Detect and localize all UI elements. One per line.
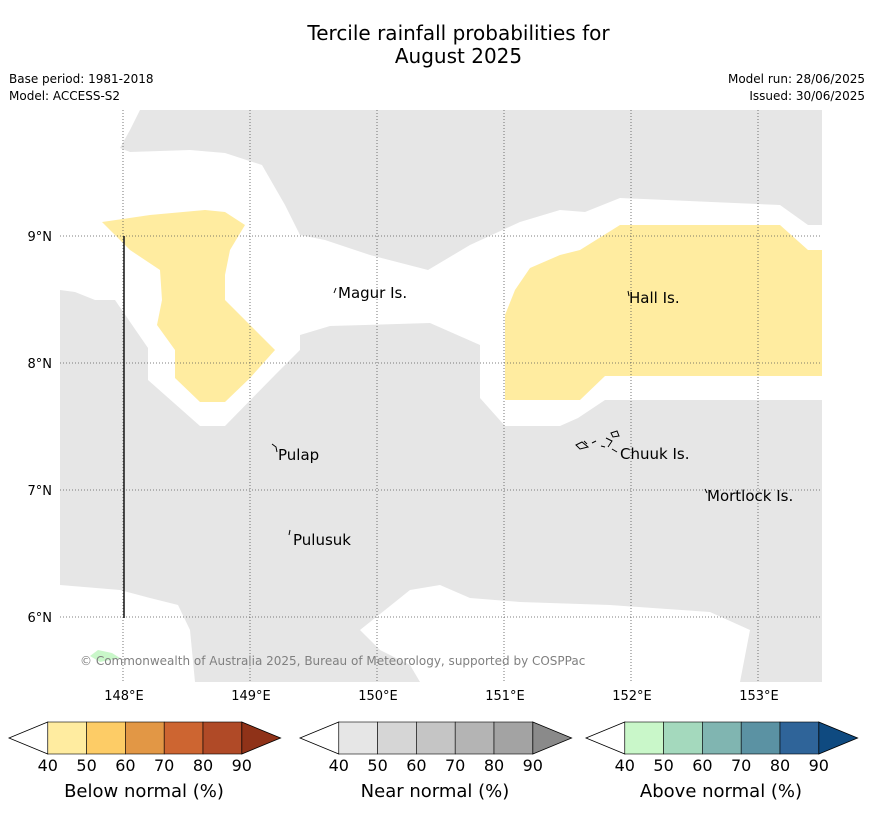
label-pulap: Pulap: [278, 446, 319, 464]
colorbar-tick-label: 70: [154, 756, 175, 775]
chart-title: Tercile rainfall probabilities for Augus…: [0, 22, 873, 68]
colorbar-extend-low: [298, 721, 340, 755]
label-mortlock: Mortlock Is.: [707, 487, 793, 505]
colorbar-extend-low: [584, 721, 626, 755]
colorbar-tick-label: 80: [192, 756, 214, 775]
island-outlines: [271, 287, 708, 536]
gridlines: [60, 110, 822, 682]
colorbar-tick-label: 60: [692, 756, 713, 775]
lat-labels: 9°N 8°N 7°N 6°N: [28, 230, 53, 626]
colorbar-segment: [377, 721, 417, 755]
label-chuuk: Chuuk Is.: [620, 445, 689, 463]
island-labels: Magur Is. Hall Is. Pulap Chuuk Is. Mortl…: [278, 284, 793, 549]
colorbar-segment: [663, 721, 703, 755]
colorbar-extend-high: [818, 721, 859, 755]
lon-label-148e: 148°E: [104, 689, 144, 704]
colorbar-extend-low: [7, 721, 49, 755]
colorbar-segment: [86, 721, 126, 755]
label-pulusuk: Pulusuk: [293, 531, 351, 549]
lon-label-149e: 149°E: [231, 689, 271, 704]
lat-label-7n: 7°N: [28, 484, 53, 499]
lat-label-8n: 8°N: [28, 357, 53, 372]
legend-title-near: Near normal (%): [360, 781, 510, 802]
colorbar-segment: [702, 721, 742, 755]
colorbar-tick-label: 80: [769, 756, 791, 775]
colorbar-tick-label: 90: [231, 756, 252, 775]
colorbar-below-normal: [7, 721, 282, 755]
colorbar-segment: [338, 721, 378, 755]
colorbar-tick-label: 40: [328, 756, 349, 775]
pulap-island-shape: [271, 443, 278, 453]
colorbar-segment: [493, 721, 534, 755]
colorbar-segment: [740, 721, 781, 755]
colorbar-segment: [202, 721, 243, 755]
colorbar-tick-label: 50: [76, 756, 97, 775]
colorbar-segment: [779, 721, 820, 755]
colorbar-tick-label: 50: [653, 756, 674, 775]
colorbar-tick-label: 70: [731, 756, 752, 775]
model-run-date: Model run: 28/06/2025: [727, 72, 865, 86]
colorbar-tick-label: 60: [406, 756, 427, 775]
colorbar-tick-label: 40: [37, 756, 58, 775]
colorbar-tick-label: 90: [808, 756, 829, 775]
pulusuk-island-shape: [288, 529, 291, 536]
colorbar-segment: [624, 721, 664, 755]
map-left-margin: [0, 105, 60, 685]
legend-title-above: Above normal (%): [639, 781, 803, 802]
metadata-left: Base period: 1981-2018 Model: ACCESS-S2: [9, 71, 154, 105]
near-normal-island-patch: [420, 145, 433, 151]
colorbar-tick-label: 40: [614, 756, 635, 775]
hall-island-shape: [627, 290, 630, 297]
title-line-2: August 2025: [394, 44, 523, 68]
lon-label-152e: 152°E: [612, 689, 652, 704]
near-normal-region-central-west: [60, 290, 822, 682]
colorbar-segment: [454, 721, 495, 755]
lon-label-153e: 153°E: [739, 689, 779, 704]
colorbar-tick-label: 70: [445, 756, 466, 775]
title-line-1: Tercile rainfall probabilities for: [307, 21, 610, 45]
below-normal-region-west: [102, 210, 275, 402]
lon-labels: 148°E 149°E 150°E 151°E 152°E 153°E: [104, 689, 779, 704]
colorbar-segment: [416, 721, 456, 755]
copyright-notice: © Commonwealth of Australia 2025, Bureau…: [80, 654, 585, 668]
chuuk-island-shapes: [575, 430, 620, 453]
colorbar-above-normal: [584, 721, 859, 755]
colorbar-tick-label: 60: [115, 756, 136, 775]
metadata-right: Model run: 28/06/2025 Issued: 30/06/2025: [728, 71, 865, 105]
colorbar-segment: [163, 721, 204, 755]
lon-label-150e: 150°E: [358, 689, 398, 704]
colorbar-extend-high: [532, 721, 573, 755]
label-hall: Hall Is.: [629, 289, 680, 307]
colorbar-tick-label: 90: [522, 756, 543, 775]
lon-label-151e: 151°E: [485, 689, 525, 704]
colorbar-extend-high: [241, 721, 282, 755]
base-period: Base period: 1981-2018: [9, 72, 154, 86]
colorbar-segment: [125, 721, 165, 755]
below-normal-region-east: [505, 225, 822, 400]
model-name: Model: ACCESS-S2: [9, 89, 121, 103]
lat-label-9n: 9°N: [28, 230, 53, 245]
above-normal-patch: [90, 650, 120, 662]
colorbar-near-normal: [298, 721, 573, 755]
label-magur: Magur Is.: [338, 284, 407, 302]
mortlock-island-shape: [704, 488, 708, 494]
colorbar-tick-label: 50: [367, 756, 388, 775]
lat-label-6n: 6°N: [28, 611, 53, 626]
colorbar-tick-label: 80: [483, 756, 505, 775]
map-area: [0, 105, 822, 685]
legend-title-below: Below normal (%): [64, 781, 224, 802]
near-normal-region-north: [120, 110, 822, 270]
issued-date: Issued: 30/06/2025: [749, 89, 865, 103]
magur-island-shape: [333, 287, 337, 294]
colorbar-segment: [47, 721, 87, 755]
